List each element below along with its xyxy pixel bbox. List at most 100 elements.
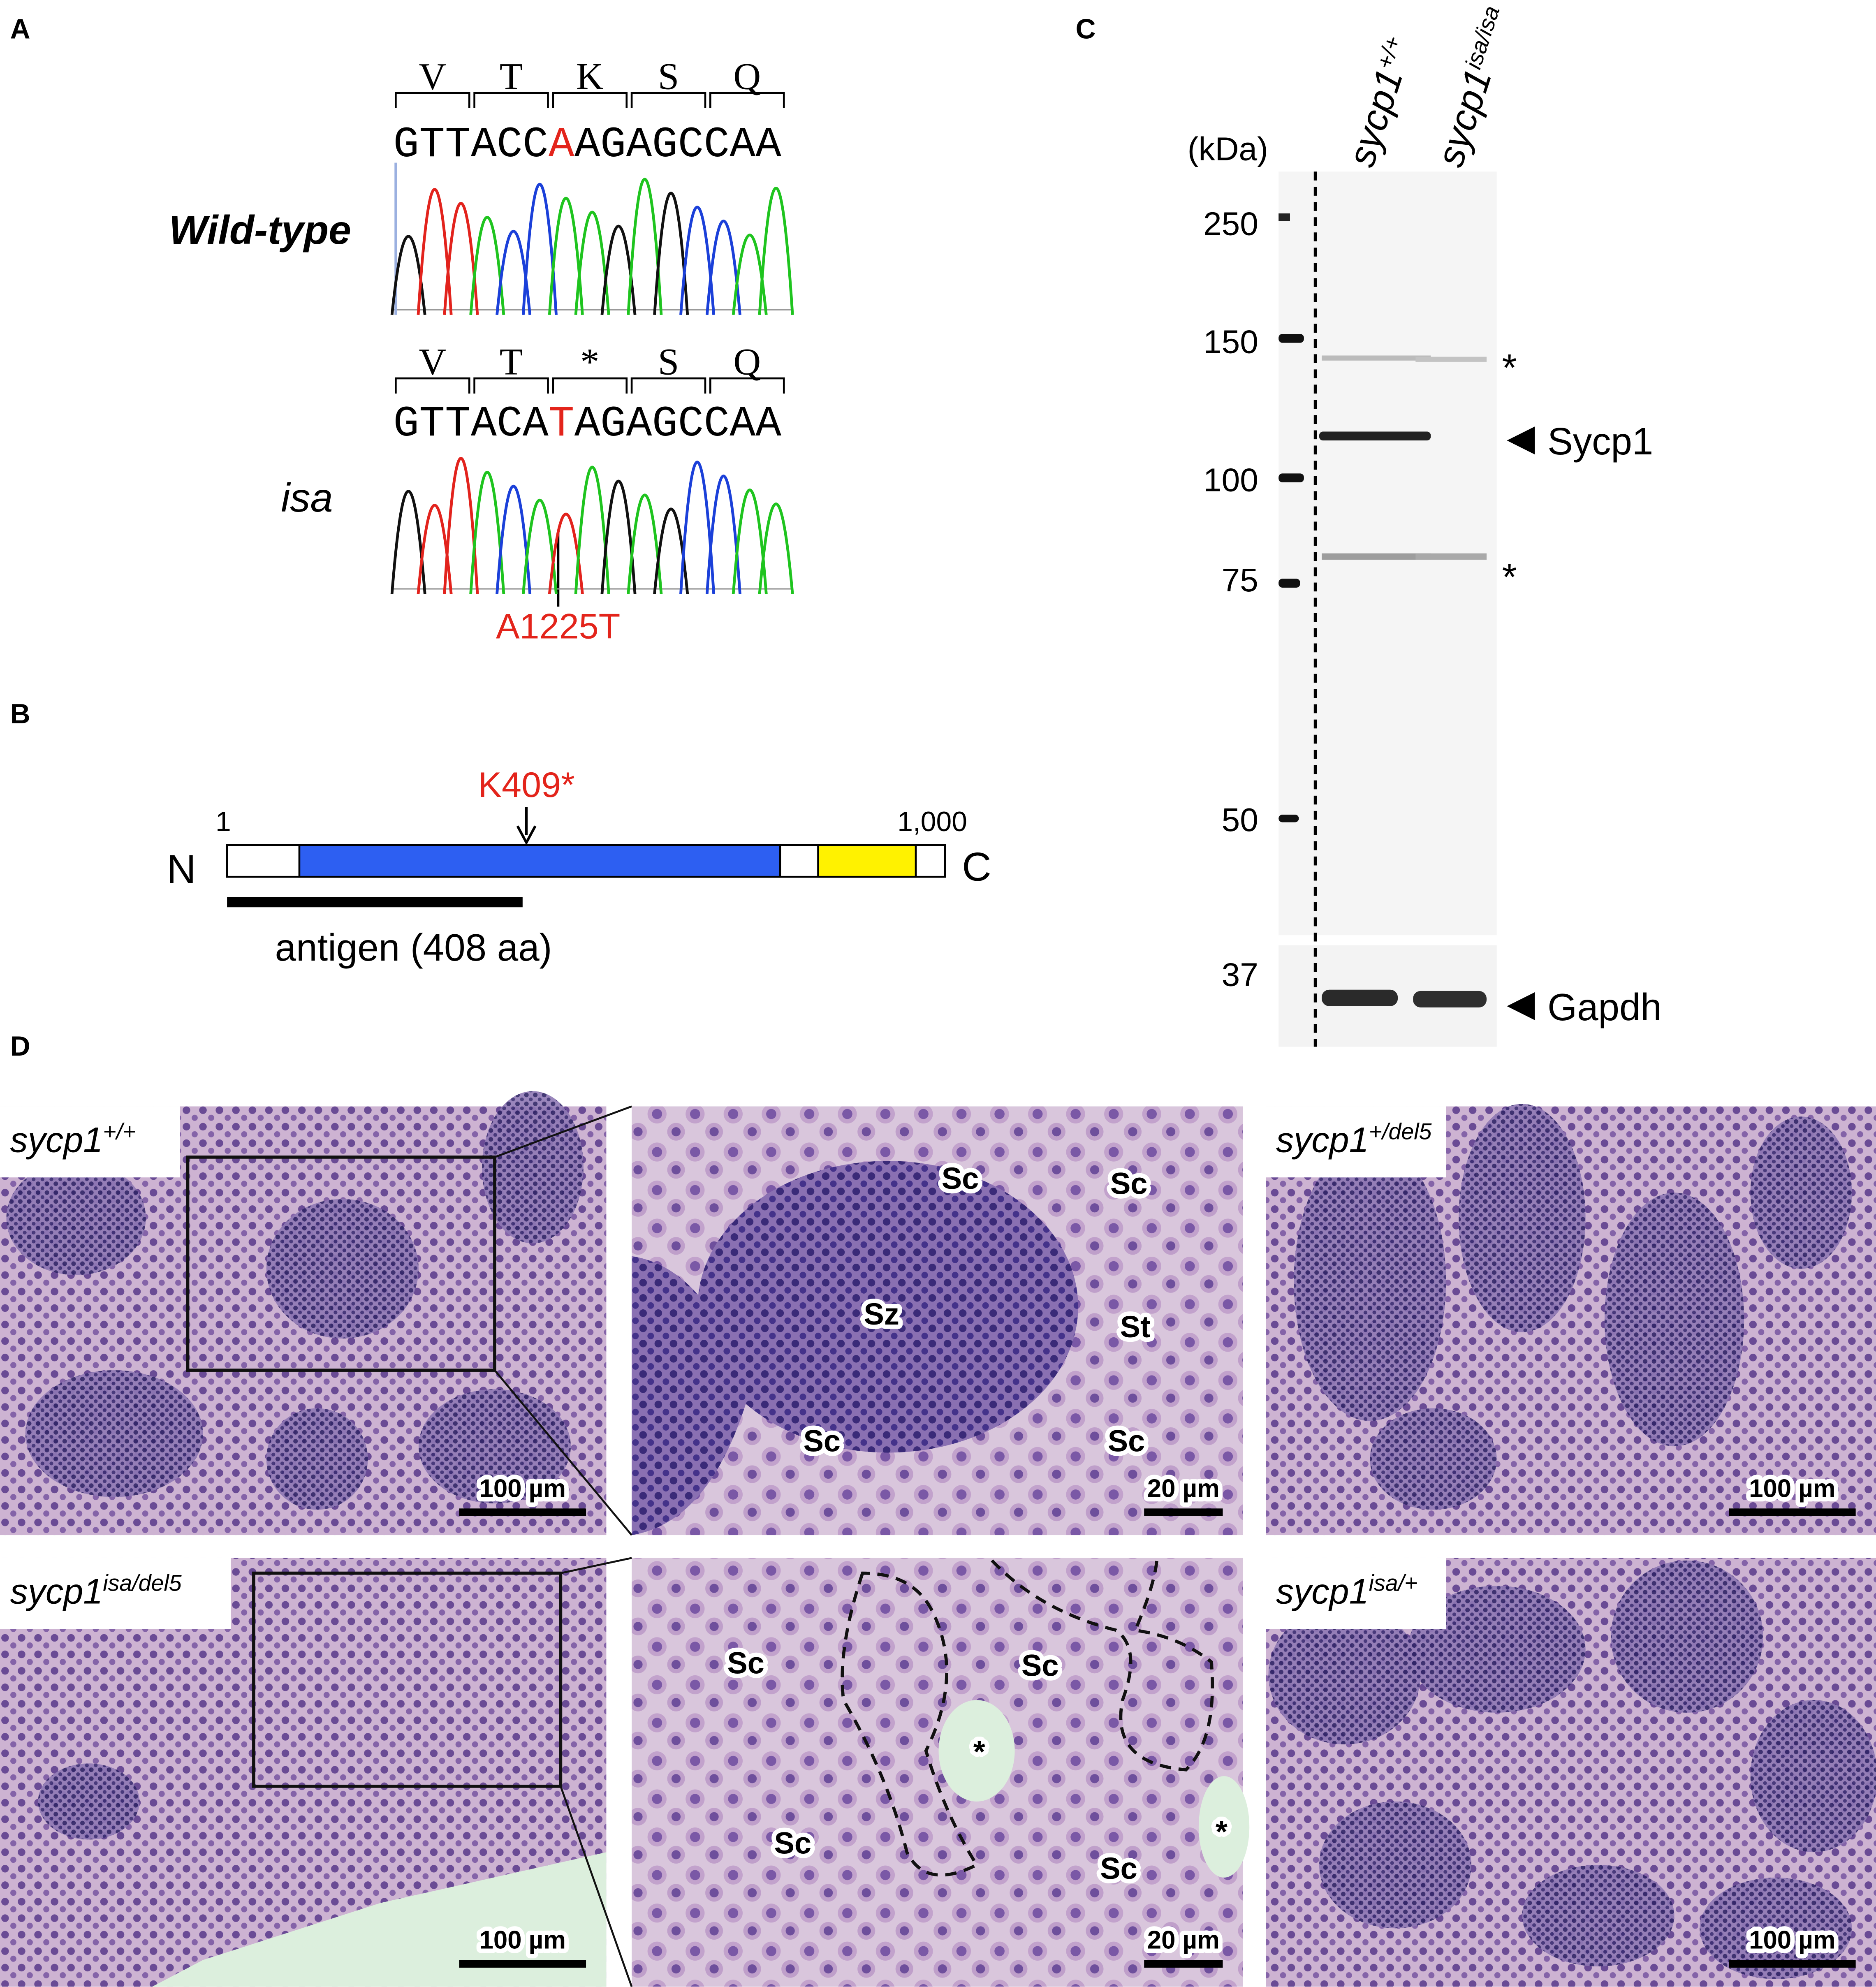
band-label: Sycp1 [1547,420,1653,463]
ladder-band [1278,815,1299,822]
marker-label: 100 [1203,461,1258,498]
scale-bar [1144,1508,1223,1516]
tubule-outline [841,1571,979,1877]
chromatogram-peak [574,465,610,594]
codon-label: Q [733,341,761,383]
scale-label: 20 µm [1147,1926,1220,1955]
cell-label: Sc [727,1646,764,1680]
blot-bands [1278,213,1487,1007]
chromatogram-peak [469,215,505,315]
scale-label: 100 µm [1749,1475,1835,1503]
codon-label: T [500,341,523,383]
genotype: isa/del5 [103,1570,182,1596]
codon-label: S [658,341,679,383]
codon-bracket [552,92,628,109]
codon-bracket [395,377,470,394]
sperm-cluster [1294,1142,1446,1421]
codon-bracket [630,92,706,109]
codon-bracket [473,377,549,394]
chromatogram [390,162,794,315]
sperm-cluster [418,1389,571,1503]
gene-name: sycp1 [1428,64,1500,171]
band [1322,553,1431,560]
lane-label: sycp1isa/isa [1428,2,1519,172]
genotype-label: sycp1isa/del5 [10,1570,182,1612]
sperm-cluster [1750,1116,1852,1269]
sperm-cluster [38,1763,140,1840]
chromatogram-peak [679,461,716,594]
cell-label: St [1120,1310,1151,1344]
chromatogram-peak [574,211,610,315]
zoom-line [560,1557,632,1574]
sperm-cluster [632,1256,748,1535]
cell-label: Sc [1108,1424,1145,1458]
histology-section: sycp1+/+ 100 µm [0,1091,607,1535]
codon-label: Q [733,56,761,98]
chromatogram-peak [627,178,663,315]
gene-name: sycp1 [1276,1121,1369,1160]
unit-label: (kDa) [1188,130,1268,167]
chromatogram-peak [732,489,768,594]
panel-label: B [10,699,30,729]
cell-label: Sc [803,1424,841,1458]
arrow-head [516,825,537,845]
cell-label: Sz [864,1297,899,1331]
codon-label: * [580,341,599,383]
chromatogram-peak [600,479,637,594]
sperm-cluster [1750,1700,1876,1853]
scale-bar [1144,1960,1223,1968]
chromatogram-peak [417,188,453,315]
marker-label: 75 [1222,561,1258,598]
genotype: isa/+ [1369,1570,1418,1596]
genotype: +/+ [103,1119,136,1144]
sperm-cluster [6,1161,146,1275]
panel-label: D [10,1031,30,1062]
tubule-outline [991,1559,1214,1772]
inset-box [186,1156,496,1372]
sperm-cluster [1604,1193,1744,1447]
chromatogram-peak [548,197,584,315]
gene-name: sycp1 [1276,1572,1369,1612]
sample-name: isa [281,475,333,520]
ladder-band [1278,579,1300,588]
codon-label: S [658,56,679,98]
sperm-cluster [266,1408,368,1510]
sperm-cluster [25,1370,203,1497]
scale-bar [459,1508,586,1516]
band [1415,357,1487,362]
panel-label: C [1076,14,1096,44]
chromatogram-peak [496,485,532,594]
band [1319,431,1431,441]
mutation-label: K409* [478,765,574,805]
histology-section: sycp1isa/+ 100 µm [1266,1558,1876,1987]
cell-label: Sc [1110,1166,1148,1200]
arrowhead [1507,992,1535,1020]
scale-bar [1729,1960,1856,1968]
cell-label: Sc [1100,1851,1137,1885]
gene-name: sycp1 [10,1121,103,1160]
sequence-part: AGAGCCAA [574,400,781,449]
histology-section: Sc Sc * Sc Sc * 20 µm [632,1558,1250,1987]
sperm-cluster [482,1091,584,1244]
lumen [1198,1776,1250,1878]
band [1415,553,1487,560]
scale-label: 20 µm [1147,1475,1220,1503]
chromatogram [390,457,794,594]
lane-label: sycp1+/+ [1340,32,1421,171]
cell-label: Sc [942,1161,979,1195]
codon-label: V [419,56,446,98]
cell-label: * [1216,1815,1228,1849]
band-label: Gapdh [1547,986,1662,1028]
scale-label: 100 µm [1749,1926,1835,1955]
zoom-line [494,1105,632,1158]
genotype: isa/isa [1460,3,1505,72]
lumen [152,1852,607,1987]
arrowhead [1507,426,1535,455]
histology-section: sycp1isa/del5 100 µm [0,1558,607,1987]
cell-label: * [973,1735,985,1769]
codon-bracket [630,377,706,394]
gene-name: sycp1 [1340,64,1411,171]
sequence: GTTACCAAGAGCCAA [393,121,781,169]
chromatogram-peak [469,471,505,594]
